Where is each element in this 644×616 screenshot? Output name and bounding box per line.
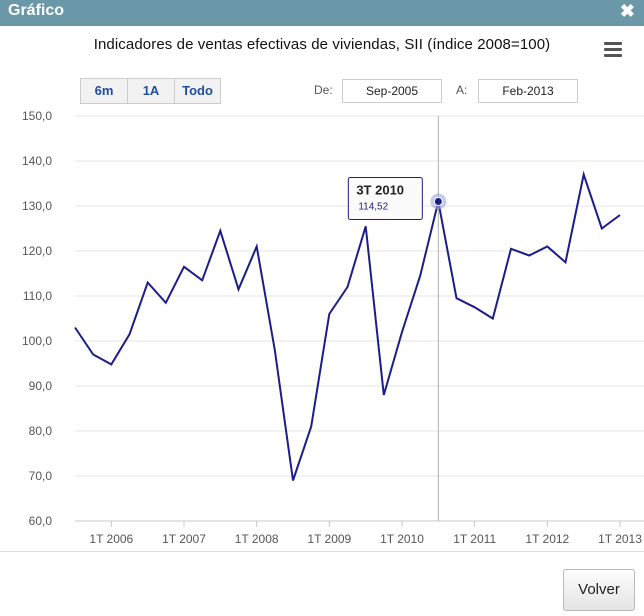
data-point[interactable] (563, 259, 569, 265)
data-point[interactable] (108, 361, 114, 367)
x-tick-label: 1T 2009 (307, 532, 351, 546)
dialog-titlebar: Gráfico ✖ (0, 0, 644, 26)
tooltip: 3T 2010 114,52 (347, 177, 423, 220)
y-tick-label: 60,0 (29, 514, 53, 528)
line-chart: 60,0 70,0 80,0 90,0 100,0 110,0 120,0 130,0 140,… (22, 109, 644, 546)
x-tick-label: 1T 2010 (380, 532, 424, 546)
x-tick-label: 1T 2011 (453, 532, 496, 546)
range-selector: 6m 1A Todo (80, 78, 221, 104)
data-point[interactable] (272, 347, 278, 353)
to-label: A: (456, 83, 468, 97)
hover-point (433, 197, 443, 206)
close-icon[interactable]: ✖ (619, 1, 635, 21)
data-point[interactable] (599, 226, 605, 232)
data-point[interactable] (236, 286, 242, 292)
chart-title: Indicadores de ventas efectivas de vivie… (93, 36, 551, 53)
x-tick-label: 1T 2006 (89, 532, 133, 546)
data-point[interactable] (181, 264, 187, 270)
data-point[interactable] (617, 212, 623, 218)
y-tick-label: 80,0 (29, 424, 53, 438)
tooltip-label: 3T 2010 (356, 183, 404, 198)
data-point[interactable] (72, 325, 78, 331)
data-point[interactable] (254, 244, 260, 250)
range-button-1a[interactable]: 1A (128, 79, 175, 103)
y-tick-label: 150,0 (22, 109, 52, 123)
data-point[interactable] (454, 295, 460, 301)
data-point[interactable] (399, 329, 405, 335)
x-tick-label: 1T 2007 (162, 532, 206, 546)
data-point[interactable] (490, 316, 496, 322)
data-point[interactable] (508, 246, 514, 252)
data-point[interactable] (581, 172, 587, 178)
y-tick-label: 120,0 (22, 244, 52, 258)
data-point[interactable] (90, 352, 96, 358)
y-tick-label: 70,0 (29, 469, 53, 483)
y-tick-label: 130,0 (22, 199, 52, 213)
data-point[interactable] (290, 478, 296, 484)
from-label: De: (314, 83, 333, 97)
data-point[interactable] (345, 284, 351, 290)
data-point[interactable] (363, 223, 369, 229)
footer-divider (0, 551, 644, 552)
y-tick-label: 110,0 (23, 289, 52, 303)
data-point[interactable] (217, 228, 223, 234)
y-tick-label: 140,0 (22, 154, 52, 168)
x-tick-label: 1T 2013 (598, 532, 642, 546)
data-point[interactable] (326, 311, 332, 317)
to-date-input[interactable]: Feb-2013 (478, 79, 578, 103)
y-tick-label: 90,0 (29, 379, 53, 393)
data-point[interactable] (381, 392, 387, 398)
hamburger-menu-icon[interactable] (604, 42, 622, 58)
tooltip-box (347, 177, 423, 220)
data-point[interactable] (145, 280, 151, 286)
x-tick-label: 1T 2012 (525, 532, 569, 546)
y-tick-label: 100,0 (22, 334, 52, 348)
data-point[interactable] (526, 253, 532, 259)
from-date-input[interactable]: Sep-2005 (342, 79, 442, 103)
series-line (74, 170, 621, 481)
range-button-6m[interactable]: 6m (81, 79, 128, 103)
x-tick-label: 1T 2008 (235, 532, 279, 546)
data-point[interactable] (127, 331, 133, 337)
tooltip-value: 114,52 (358, 202, 388, 213)
data-point[interactable] (417, 273, 423, 279)
volver-button[interactable]: Volver (563, 569, 635, 611)
data-point[interactable] (199, 277, 205, 283)
data-point[interactable] (544, 244, 550, 250)
data-point[interactable] (308, 424, 314, 430)
data-point[interactable] (163, 300, 169, 306)
range-button-todo[interactable]: Todo (182, 83, 213, 98)
data-point[interactable] (472, 304, 478, 310)
dialog-title: Gráfico (8, 2, 65, 19)
